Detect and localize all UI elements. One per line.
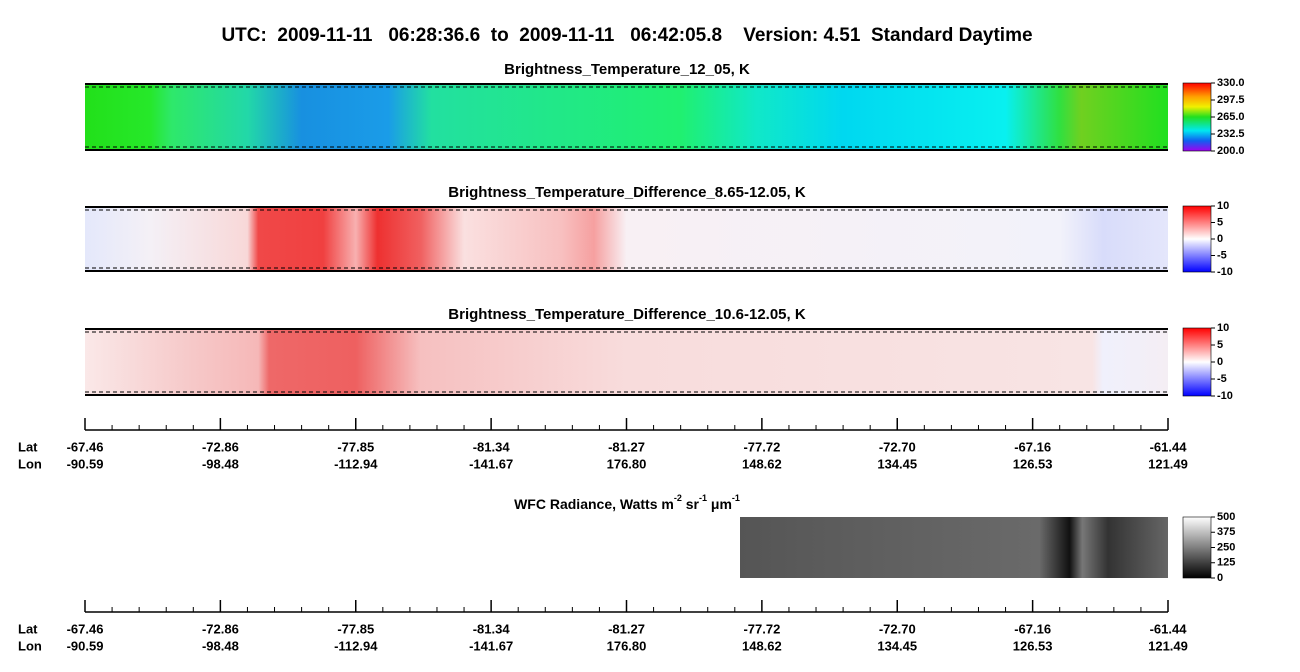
colorbar-label: 232.5 (1217, 128, 1245, 140)
colorbar (1182, 327, 1212, 397)
lat-label: -67.46 (67, 621, 104, 636)
colorbar-label: -10 (1217, 266, 1233, 278)
lat-label: -61.44 (1150, 439, 1188, 454)
superscript: -1 (732, 493, 740, 503)
title-part: sr (682, 496, 700, 512)
heatmap (85, 207, 1168, 271)
colorbar-label: 10 (1217, 322, 1229, 334)
lon-label: -98.48 (202, 638, 239, 653)
panel-title: Brightness_Temperature_Difference_8.65-1… (448, 184, 806, 201)
lat-label: -77.72 (743, 621, 780, 636)
title-part: μm (707, 496, 732, 512)
lon-label: 121.49 (1148, 638, 1188, 653)
lon-label: 148.62 (742, 456, 782, 471)
row-label: Lon (18, 456, 42, 471)
lat-label: -81.34 (473, 439, 511, 454)
colorbar-label: 5 (1217, 339, 1223, 351)
lon-label: 134.45 (877, 456, 917, 471)
lat-label: -72.70 (879, 621, 916, 636)
lon-label: -90.59 (67, 638, 104, 653)
row-label: Lat (18, 621, 38, 636)
lat-label: -72.86 (202, 621, 239, 636)
heatmap (85, 329, 1168, 395)
panel-title: WFC Radiance, Watts m-2 sr-1 μm-1 (514, 493, 740, 511)
lon-label: 176.80 (607, 456, 647, 471)
panel-title: Brightness_Temperature_12_05, K (504, 61, 750, 78)
lon-label: 148.62 (742, 638, 782, 653)
lat-label: -61.44 (1150, 621, 1188, 636)
colorbar-label: 265.0 (1217, 111, 1245, 123)
colorbar-label: -5 (1217, 249, 1227, 261)
lon-label: 134.45 (877, 638, 917, 653)
lon-label: 176.80 (607, 638, 647, 653)
colorbar-label: 375 (1217, 526, 1235, 538)
title-part: WFC Radiance, Watts m (514, 496, 674, 512)
colorbar (1182, 205, 1212, 273)
row-label: Lat (18, 439, 38, 454)
lat-label: -81.27 (608, 621, 645, 636)
superscript: -1 (699, 493, 707, 503)
lat-label: -81.27 (608, 439, 645, 454)
lat-label: -72.70 (879, 439, 916, 454)
colorbar-label: 200.0 (1217, 145, 1245, 157)
lat-label: -81.34 (473, 621, 511, 636)
lat-label: -77.85 (337, 439, 374, 454)
colorbar-label: 250 (1217, 541, 1235, 553)
lat-label: -72.86 (202, 439, 239, 454)
heatmap (740, 517, 1168, 578)
colorbar-label: 10 (1217, 200, 1229, 212)
colorbar-label: 5 (1217, 216, 1223, 228)
superscript: -2 (674, 493, 682, 503)
colorbar-label: -10 (1217, 390, 1233, 402)
lat-label: -77.72 (743, 439, 780, 454)
lon-label: -141.67 (469, 638, 513, 653)
lon-label: 126.53 (1013, 638, 1053, 653)
colorbar-label: 0 (1217, 356, 1223, 368)
colorbar (1182, 82, 1212, 152)
lon-label: -90.59 (67, 456, 104, 471)
lon-label: 121.49 (1148, 456, 1188, 471)
heatmap (85, 84, 1168, 150)
colorbar-label: 0 (1217, 572, 1223, 584)
lat-label: -67.16 (1014, 439, 1051, 454)
colorbar-label: 330.0 (1217, 77, 1245, 89)
colorbar-label: -5 (1217, 373, 1227, 385)
lon-label: -112.94 (334, 638, 378, 653)
colorbar-label: 500 (1217, 511, 1235, 523)
colorbar-label: 0 (1217, 233, 1223, 245)
colorbar-label: 297.5 (1217, 94, 1245, 106)
lat-label: -67.16 (1014, 621, 1051, 636)
colorbar-label: 125 (1217, 557, 1235, 569)
lon-label: -112.94 (334, 456, 378, 471)
figure-title: UTC: 2009-11-11 06:28:36.6 to 2009-11-11… (221, 25, 1032, 46)
lon-label: 126.53 (1013, 456, 1053, 471)
lat-label: -77.85 (337, 621, 374, 636)
lon-label: -98.48 (202, 456, 239, 471)
lon-label: -141.67 (469, 456, 513, 471)
panel-title: Brightness_Temperature_Difference_10.6-1… (448, 306, 806, 323)
lat-label: -67.46 (67, 439, 104, 454)
row-label: Lon (18, 638, 42, 653)
colorbar (1182, 516, 1212, 579)
